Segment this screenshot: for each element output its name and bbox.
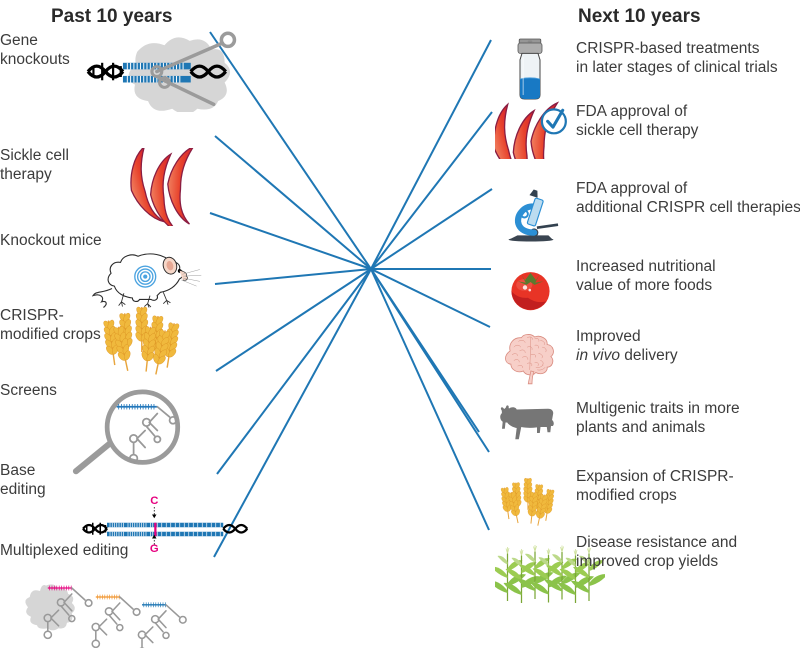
svg-text:C: C	[150, 495, 158, 507]
svg-text:G: G	[150, 543, 159, 555]
